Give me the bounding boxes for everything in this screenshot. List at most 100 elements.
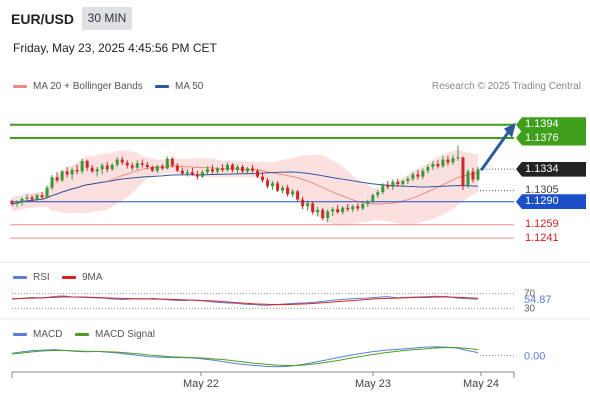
candle-body	[155, 166, 159, 171]
legend-9ma-label: 9MA	[82, 272, 103, 283]
candle-body	[205, 169, 209, 173]
candle-body	[271, 183, 275, 187]
candle-body	[35, 195, 39, 200]
candle-body	[190, 172, 194, 175]
candle-body	[351, 206, 355, 210]
candle-body	[90, 167, 94, 172]
candle-body	[376, 192, 380, 196]
timeframe-button[interactable]: 30 MIN	[82, 7, 132, 30]
candle-body	[235, 166, 239, 170]
candle-body	[25, 197, 29, 199]
ma20-swatch	[13, 84, 27, 88]
candle-body	[416, 174, 420, 177]
forecast-arrow	[480, 131, 510, 171]
candle-body	[276, 183, 280, 191]
candle-body	[306, 203, 310, 207]
candle-body	[381, 184, 385, 193]
candle-body	[20, 198, 24, 203]
rsi-series-9MA	[11, 296, 479, 306]
candle-body	[356, 206, 360, 209]
candle-body	[421, 170, 425, 177]
x-tick-label: May 24	[463, 378, 499, 390]
candle-body	[150, 166, 154, 171]
candle-body	[471, 171, 475, 180]
candle-body	[281, 187, 285, 191]
candle-body	[175, 165, 179, 171]
candle-body	[391, 181, 395, 187]
candle-body	[40, 195, 44, 198]
legend-rsi: RSI	[13, 272, 50, 283]
x-tick-label: May 23	[355, 378, 391, 390]
legend-macd-label: MACD	[33, 329, 63, 340]
candle-body	[240, 166, 244, 172]
forecast-arrow-head	[504, 122, 516, 138]
candle-body	[70, 169, 74, 175]
candle-body	[10, 201, 14, 205]
rsi-swatch	[13, 275, 27, 279]
candle-body	[366, 201, 370, 205]
candle-body	[266, 180, 270, 187]
candle-body	[170, 158, 174, 166]
legend-ma20-label: MA 20 + Bollinger Bands	[33, 81, 143, 92]
candle-body	[246, 168, 250, 172]
candle-body	[160, 166, 164, 169]
candle-body	[200, 172, 204, 177]
symbol-title: EUR/USD	[11, 11, 75, 27]
candle-body	[60, 171, 64, 181]
candle-body	[386, 184, 390, 187]
candle-body	[436, 163, 440, 167]
price-box-1.1376: 1.1376	[516, 130, 586, 146]
legend-macd-signal-label: MACD Signal	[95, 329, 156, 340]
candle-body	[446, 159, 450, 163]
candle-body	[220, 168, 224, 170]
candle-body	[180, 170, 184, 174]
candle-body	[145, 164, 149, 167]
macd-swatch	[13, 332, 27, 336]
candle-body	[261, 176, 265, 181]
candle-body	[100, 165, 104, 170]
candle-body	[195, 174, 199, 177]
9ma-swatch	[62, 275, 76, 279]
candle-body	[291, 191, 295, 195]
legend-ma50: MA 50	[155, 81, 203, 92]
ma50-swatch	[155, 84, 169, 88]
candle-body	[311, 203, 315, 213]
candle-body	[431, 163, 435, 167]
rsi-last-value: 54.87	[524, 294, 552, 306]
candle-body	[125, 162, 129, 166]
price-box-1.1305: 1.1305	[525, 184, 559, 197]
price-box-1.1334: 1.1334	[516, 161, 586, 177]
candle-body	[55, 177, 59, 181]
legend-macd-signal: MACD Signal	[75, 329, 155, 340]
candle-body	[110, 164, 114, 170]
legend-ma20: MA 20 + Bollinger Bands	[13, 81, 143, 92]
legend-ma50-label: MA 50	[175, 81, 204, 92]
candle-body	[185, 172, 189, 174]
candle-body	[286, 187, 290, 195]
legend-9ma: 9MA	[62, 272, 103, 283]
candle-body	[451, 158, 455, 163]
price-box-1.1259: 1.1259	[525, 218, 559, 231]
legend-macd: MACD	[13, 329, 62, 340]
candle-body	[251, 168, 255, 171]
price-box-1.1394: 1.1394	[516, 117, 586, 133]
candle-body	[165, 158, 169, 169]
candle-body	[80, 161, 84, 172]
candle-body	[341, 207, 345, 213]
candle-body	[15, 202, 19, 205]
price-box-1.1241: 1.1241	[525, 231, 559, 244]
candle-body	[301, 199, 305, 207]
candle-body	[105, 165, 109, 170]
candle-body	[476, 169, 480, 180]
candle-body	[95, 169, 99, 172]
candle-body	[371, 195, 375, 202]
legend-rsi-label: RSI	[33, 272, 50, 283]
datetime-label: Friday, May 23, 2025 4:45:56 PM CET	[13, 41, 217, 55]
candle-body	[456, 157, 460, 159]
candle-body	[140, 163, 144, 165]
candle-body	[135, 163, 139, 168]
macd-signal-swatch	[75, 332, 89, 336]
candle-body	[346, 207, 350, 210]
ma50-line	[11, 171, 479, 205]
